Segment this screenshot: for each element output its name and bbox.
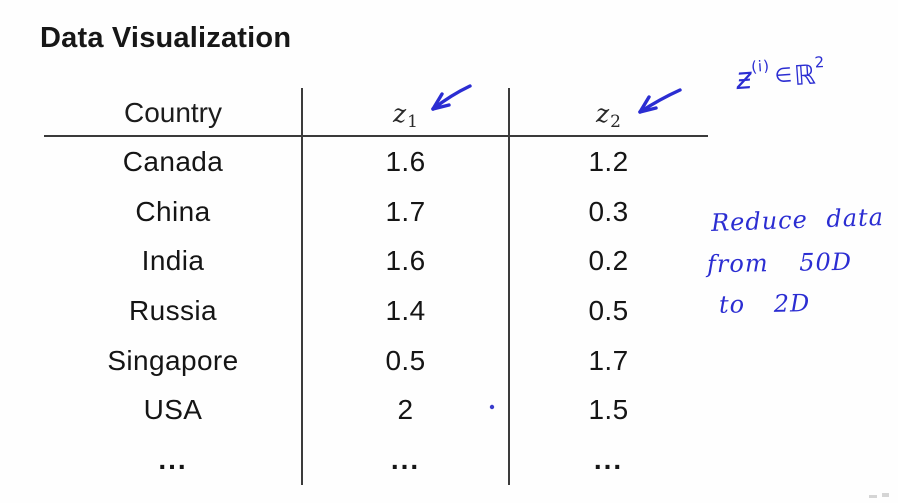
cell-country: Canada [122,145,224,177]
z2-symbol: z2 [596,99,621,132]
cell-country: Russia [129,295,217,327]
cell-z1: 1.6 [385,245,426,277]
table-body: Canada 1.6 1.2 China 1.7 0.3 India 1.6 0… [44,137,708,485]
handwritten-formula-z-in-r2: ƶ(i) ∈ℝ2 [735,53,826,97]
column-header-z1: z1 [302,97,509,135]
superscript-2: 2 [814,52,825,72]
table-row-ellipsis: ... ... ... [44,435,708,485]
handwritten-note-line-3: to 2D [718,289,811,319]
handwritten-note-line-1: Reduce data [710,202,885,238]
table-row-russia: Russia 1.4 0.5 [44,286,708,336]
cell-z1: 0.5 [385,344,426,376]
table-row-usa: USA 2 1.5 [44,386,708,436]
handwritten-note-line-2: from 50D [706,247,853,279]
cell-z2: ... [593,444,624,476]
edge-artifact [869,493,889,498]
data-table: Country z1 z2 Canada 1.6 1.2 China 1.7 0… [44,88,708,485]
table-header-row: Country z1 z2 [44,88,708,137]
column-divider-z2 [508,88,510,485]
table-row-india: India 1.6 0.2 [44,236,708,286]
cell-z1: ... [390,444,421,476]
cell-z2: 0.2 [588,245,629,277]
cell-z1: 1.6 [385,145,426,177]
cell-z2: 1.5 [588,394,629,426]
cell-z1: 1.4 [385,295,426,327]
column-header-country: Country [123,97,223,128]
column-header-z2: z2 [509,97,708,135]
cell-country: Singapore [107,344,239,376]
cell-country: China [135,195,211,227]
cell-z2: 1.2 [588,145,629,177]
table-row-canada: Canada 1.6 1.2 [44,137,708,187]
real-numbers-symbol: ℝ [793,59,817,93]
table-row-china: China 1.7 0.3 [44,187,708,237]
cell-country: USA [143,394,203,426]
superscript-i: (i) [750,56,771,77]
cell-z2: 0.5 [588,295,629,327]
cell-z1: 1.7 [385,195,426,227]
table-row-singapore: Singapore 0.5 1.7 [44,336,708,386]
cell-z2: 1.7 [588,344,629,376]
column-divider-z1 [301,88,303,485]
slide-title: Data Visualization [40,22,292,54]
cell-country: India [141,245,205,277]
element-of-symbol: ∈ [773,62,793,88]
cell-z2: 0.3 [588,195,629,227]
z1-symbol: z1 [393,99,418,132]
cell-country: ... [158,444,188,476]
cell-z1: 2 [397,394,414,426]
